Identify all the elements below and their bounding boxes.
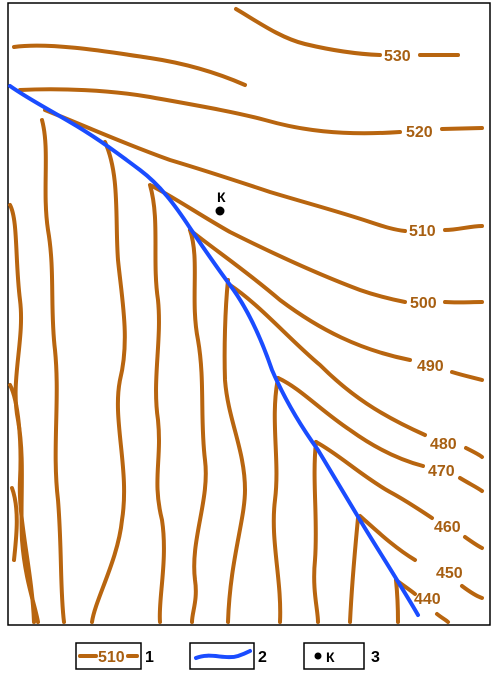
contour-470: 470 bbox=[276, 376, 484, 493]
contour-label-520: 520 bbox=[406, 124, 433, 141]
contour-460: 460 bbox=[314, 440, 484, 550]
legend-number-2: 2 bbox=[258, 649, 267, 666]
legend-box-point bbox=[303, 642, 365, 670]
point-k-label: К bbox=[217, 189, 226, 205]
legend-point-marker bbox=[314, 652, 322, 660]
contour-530: 530 bbox=[12, 7, 460, 87]
legend-item-point: К 3 bbox=[303, 642, 380, 670]
legend-item-contour: 510 1 bbox=[75, 642, 154, 670]
legend: 510 1 2 К 3 bbox=[75, 642, 380, 670]
contour-510: 510 bbox=[43, 108, 484, 240]
contour-label-450: 450 bbox=[436, 565, 463, 582]
legend-item-river: 2 bbox=[189, 642, 267, 670]
point-k-marker bbox=[215, 206, 225, 216]
legend-point-label: К bbox=[326, 649, 335, 665]
contour-label-530: 530 bbox=[384, 48, 411, 65]
contour-label-510: 510 bbox=[409, 223, 436, 240]
contour-480: 480 bbox=[228, 283, 484, 459]
contour-label-440: 440 bbox=[414, 591, 441, 608]
contour-label-460: 460 bbox=[434, 519, 461, 536]
contour-label-490: 490 bbox=[417, 358, 444, 375]
contour-label-480: 480 bbox=[430, 436, 457, 453]
river bbox=[8, 84, 420, 617]
contour-label-500: 500 bbox=[410, 295, 437, 312]
legend-contour-sample-label: 510 bbox=[98, 649, 125, 666]
contours-lower-slope bbox=[8, 118, 400, 624]
contour-500: 500 bbox=[150, 184, 484, 312]
contour-450: 450 bbox=[358, 514, 484, 600]
point-k: К bbox=[215, 189, 226, 216]
legend-number-3: 3 bbox=[371, 649, 380, 666]
contour-label-470: 470 bbox=[428, 463, 455, 480]
contour-520: 520 bbox=[18, 87, 484, 141]
contour-490: 490 bbox=[188, 228, 484, 382]
legend-number-1: 1 bbox=[145, 649, 154, 666]
